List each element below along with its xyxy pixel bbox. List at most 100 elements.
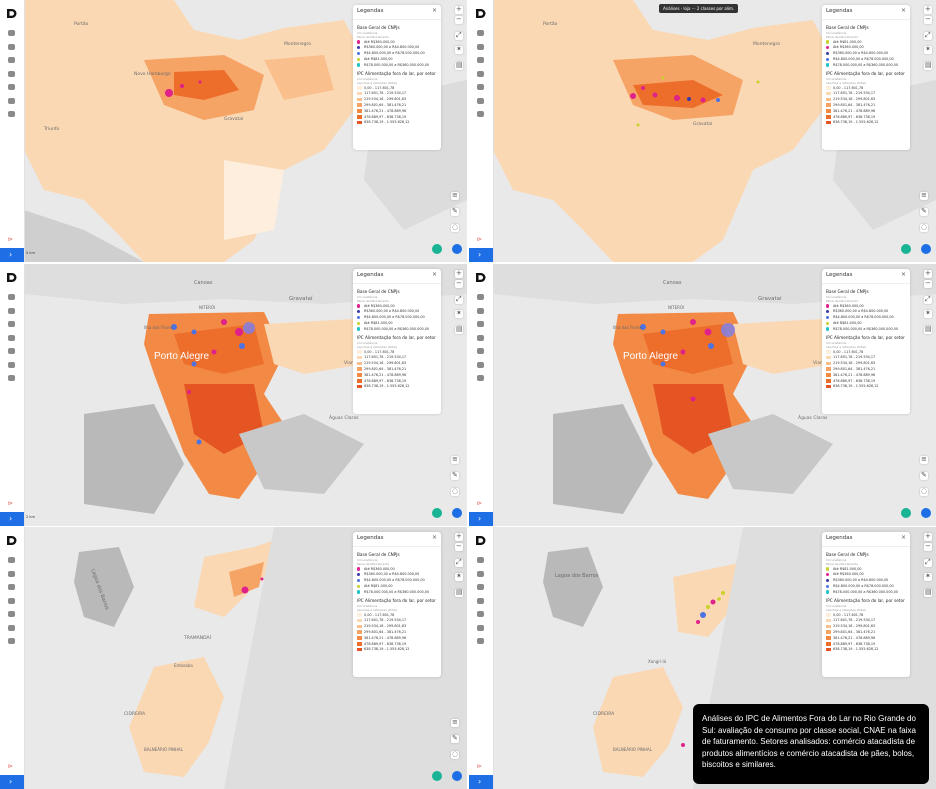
collapse-button[interactable]: › xyxy=(469,775,493,789)
legend-item[interactable]: Até R$360.000,00 xyxy=(826,303,906,309)
legend-item[interactable]: R$360.000,00 a R$4.800.000,00 xyxy=(357,45,437,51)
help-icon[interactable] xyxy=(8,375,15,381)
layers-icon[interactable] xyxy=(477,57,484,63)
legend-item[interactable]: 0,00 - 117.601,78 xyxy=(357,85,437,91)
collapse-button[interactable]: › xyxy=(469,248,493,262)
legend-item[interactable]: R$78.000.000,00 a R$360.000.000,00 xyxy=(826,589,906,595)
legend-item[interactable]: R$360.000,00 a R$4.800.000,00 xyxy=(357,309,437,315)
close-icon[interactable]: × xyxy=(900,7,906,14)
legend-item[interactable]: R$360.000,00 a R$4.800.000,00 xyxy=(826,578,906,584)
legend-item[interactable]: Até R$81.000,00 xyxy=(826,320,906,326)
settings-icon[interactable] xyxy=(8,362,15,368)
cnpj-point[interactable] xyxy=(681,743,685,747)
layers-icon[interactable] xyxy=(477,584,484,590)
cnpj-point[interactable] xyxy=(636,123,640,127)
legend-item[interactable]: Até R$360.000,00 xyxy=(357,566,437,572)
compass-button[interactable]: ✶ xyxy=(455,45,463,54)
cnpj-point[interactable] xyxy=(674,95,680,101)
chart-icon[interactable] xyxy=(8,335,15,341)
legend-item[interactable]: 219.534,18 - 299.801,63 xyxy=(826,97,906,103)
tag-tool-button[interactable]: ✎ xyxy=(451,207,459,216)
close-icon[interactable]: × xyxy=(431,271,437,278)
legend-item[interactable]: 299.801,64 - 381.476,21 xyxy=(357,102,437,108)
home-icon[interactable] xyxy=(477,30,484,36)
settings-icon[interactable] xyxy=(8,625,15,631)
legend-item[interactable]: R$360.000,00 a R$4.800.000,00 xyxy=(826,309,906,315)
legend-item[interactable]: Até R$81.000,00 xyxy=(357,320,437,326)
legend-item[interactable]: 117.601,78 - 219.534,17 xyxy=(357,355,437,361)
cnpj-point[interactable] xyxy=(660,361,666,367)
legend-item[interactable]: 638.738,19 - 1.555.628,12 xyxy=(357,120,437,126)
zoom-in-button[interactable]: + xyxy=(455,532,463,541)
layers-icon[interactable] xyxy=(477,321,484,327)
legend-item[interactable]: R$78.000.000,00 a R$360.000.000,00 xyxy=(357,326,437,332)
draw-tool-button[interactable]: ≡ xyxy=(451,455,459,464)
zoom-out-button[interactable]: − xyxy=(924,15,932,24)
cnpj-point[interactable] xyxy=(704,328,712,336)
legend-item[interactable]: 381.476,21 - 478.889,96 xyxy=(826,108,906,114)
draw-tool-button[interactable]: ≡ xyxy=(451,718,459,727)
chart-icon[interactable] xyxy=(477,335,484,341)
legend-item[interactable]: 381.476,21 - 478.889,96 xyxy=(357,372,437,378)
grid-icon[interactable] xyxy=(8,308,15,314)
legend-item[interactable]: R$78.000.000,00 a R$360.000.000,00 xyxy=(357,589,437,595)
cnpj-point[interactable] xyxy=(708,343,714,349)
cnpj-point[interactable] xyxy=(660,329,666,335)
measure-tool-button[interactable]: ◌ xyxy=(920,223,928,232)
collapse-button[interactable]: › xyxy=(469,512,493,526)
legend-item[interactable]: 299.801,64 - 381.476,21 xyxy=(826,366,906,372)
zoom-in-button[interactable]: + xyxy=(924,5,932,14)
zoom-in-button[interactable]: + xyxy=(455,269,463,278)
cnpj-point[interactable] xyxy=(756,80,760,84)
legend-item[interactable]: R$360.000,00 a R$4.800.000,00 xyxy=(826,51,906,57)
legend-item[interactable]: Até R$360.000,00 xyxy=(357,303,437,309)
collapse-button[interactable]: › xyxy=(0,248,24,262)
cnpj-point[interactable] xyxy=(710,599,716,605)
print-button[interactable]: ▤ xyxy=(924,325,932,334)
cnpj-point[interactable] xyxy=(721,591,725,595)
chat-button[interactable] xyxy=(452,244,462,254)
legend-item[interactable]: Até R$360.000,00 xyxy=(357,39,437,45)
settings-icon[interactable] xyxy=(8,98,15,104)
cnpj-point[interactable] xyxy=(241,586,249,594)
zoom-in-button[interactable]: + xyxy=(924,269,932,278)
compass-button[interactable]: ✶ xyxy=(924,45,932,54)
layers-toggle-icon[interactable]: ⊳ xyxy=(8,763,14,770)
fullscreen-button[interactable]: ⤢ xyxy=(924,31,932,40)
legend-item[interactable]: R$78.000.000,00 a R$360.000.000,00 xyxy=(357,62,437,68)
tag-tool-button[interactable]: ✎ xyxy=(920,471,928,480)
cnpj-point[interactable] xyxy=(221,319,227,325)
cnpj-point[interactable] xyxy=(235,328,243,336)
legend-item[interactable]: Até R$81.000,00 xyxy=(826,566,906,572)
satellite-toggle-button[interactable] xyxy=(432,244,442,254)
satellite-toggle-button[interactable] xyxy=(901,244,911,254)
legend-item[interactable]: 299.801,64 - 381.476,21 xyxy=(357,629,437,635)
draw-tool-button[interactable]: ≡ xyxy=(451,191,459,200)
fullscreen-button[interactable]: ⤢ xyxy=(924,295,932,304)
legend-item[interactable]: 638.738,19 - 1.555.628,12 xyxy=(357,384,437,390)
cnpj-point[interactable] xyxy=(260,577,264,581)
layers-toggle-icon[interactable]: ⊳ xyxy=(477,236,483,243)
legend-item[interactable]: 117.601,78 - 219.534,17 xyxy=(826,91,906,97)
zoom-in-button[interactable]: + xyxy=(455,5,463,14)
grid-icon[interactable] xyxy=(477,308,484,314)
close-icon[interactable]: × xyxy=(900,534,906,541)
chart-icon[interactable] xyxy=(477,598,484,604)
legend-item[interactable]: 117.601,78 - 219.534,17 xyxy=(826,618,906,624)
chat-button[interactable] xyxy=(921,244,931,254)
legend-item[interactable]: R$4.800.000,00 a R$78.000.000,00 xyxy=(357,578,437,584)
fullscreen-button[interactable]: ⤢ xyxy=(455,31,463,40)
grid-icon[interactable] xyxy=(477,44,484,50)
chart-icon[interactable] xyxy=(8,71,15,77)
draw-tool-button[interactable]: ≡ xyxy=(920,191,928,200)
table-icon[interactable] xyxy=(477,84,484,90)
chat-button[interactable] xyxy=(452,508,462,518)
legend-item[interactable]: R$78.000.000,00 a R$360.000.000,00 xyxy=(826,326,906,332)
table-icon[interactable] xyxy=(477,611,484,617)
fullscreen-button[interactable]: ⤢ xyxy=(924,558,932,567)
home-icon[interactable] xyxy=(477,557,484,563)
print-button[interactable]: ▤ xyxy=(455,325,463,334)
table-icon[interactable] xyxy=(8,84,15,90)
cnpj-point[interactable] xyxy=(706,605,710,609)
legend-item[interactable]: 117.601,78 - 219.534,17 xyxy=(357,618,437,624)
